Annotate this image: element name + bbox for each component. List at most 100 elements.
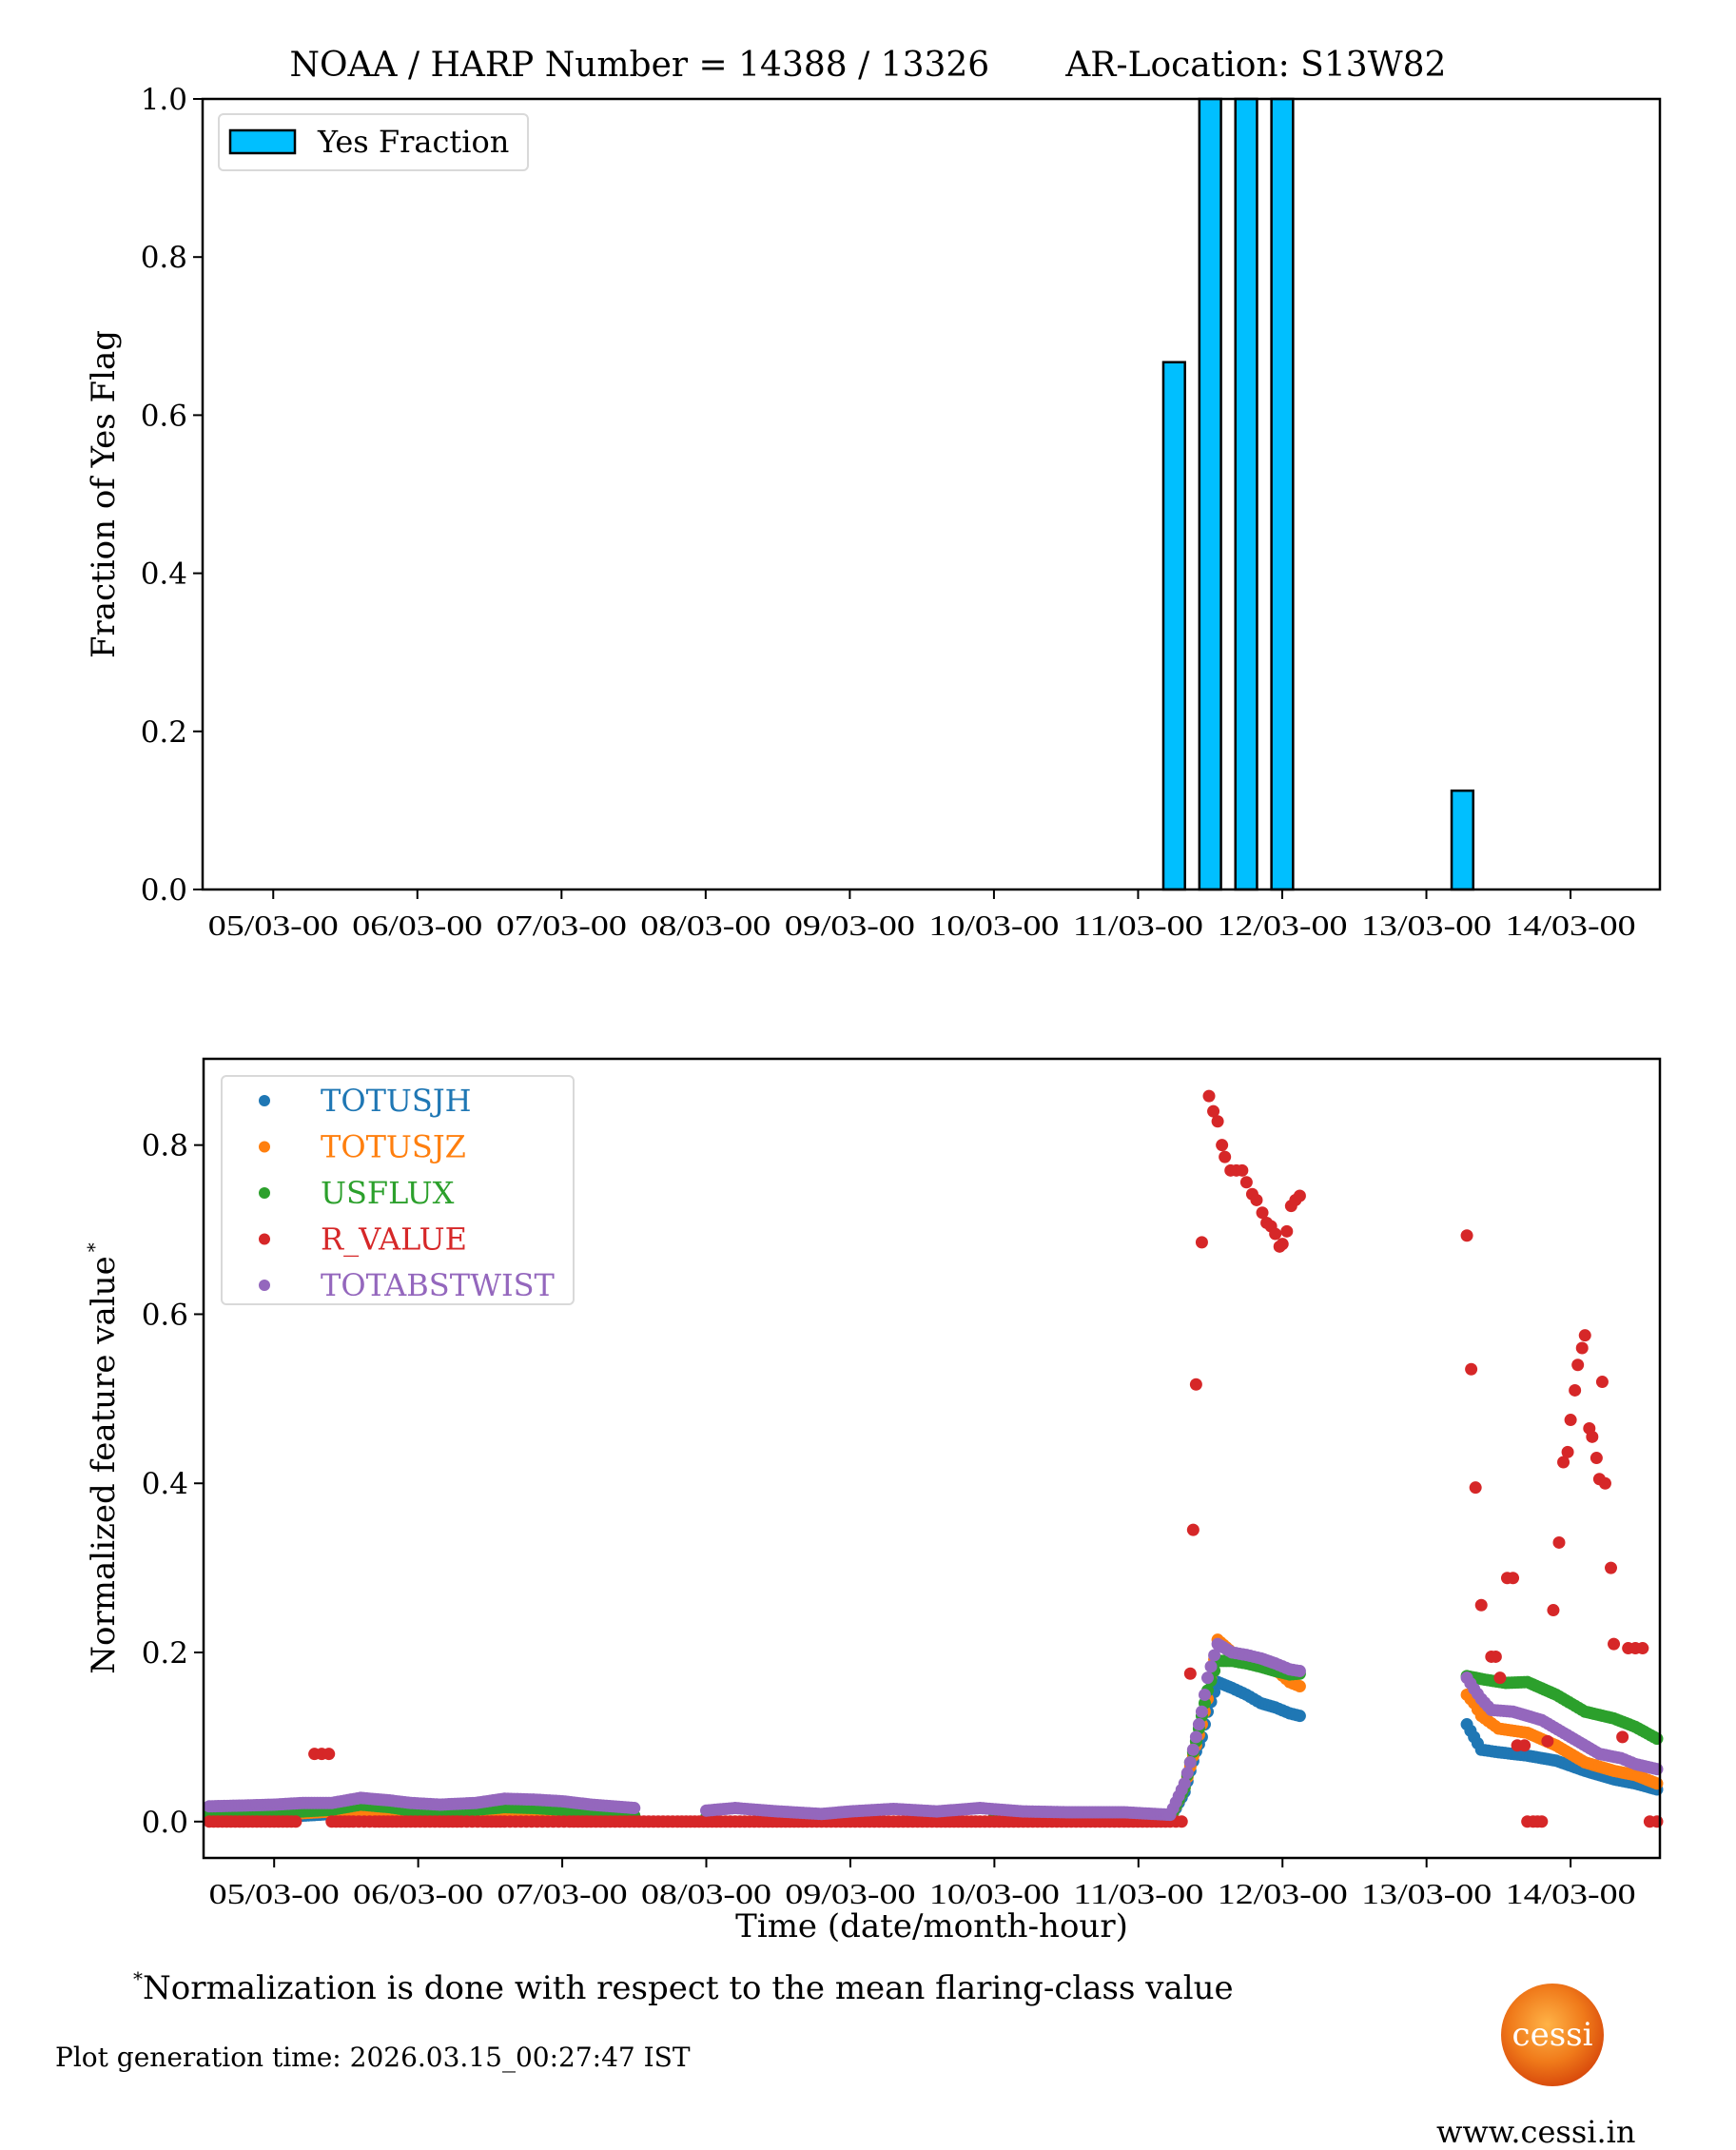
point-totabstwist bbox=[1189, 1730, 1202, 1744]
y-tick-label: 0.8 bbox=[142, 1129, 188, 1163]
point-r_value bbox=[1547, 1604, 1560, 1617]
point-r_value bbox=[1239, 1176, 1253, 1189]
x-tick-label: 14/03-00 bbox=[1506, 909, 1636, 942]
point-r_value bbox=[1280, 1224, 1294, 1238]
series-r_value bbox=[203, 1089, 1664, 1828]
point-totabstwist bbox=[1195, 1705, 1208, 1718]
point-r_value bbox=[1195, 1236, 1208, 1249]
bar-12/03-00 bbox=[1270, 97, 1295, 891]
legend-label-totusjh: TOTUSJH bbox=[321, 1083, 472, 1119]
point-totabstwist bbox=[628, 1802, 641, 1815]
top-x-ticks: 05/03-00 06/03-00 07/03-00 08/03-00 09/03-00… bbox=[208, 889, 1636, 942]
x-tick-label: 05/03-00 bbox=[209, 1877, 340, 1910]
point-totusjz bbox=[1293, 1680, 1306, 1693]
bottom-legend: TOTUSJH TOTUSJZ USFLUX R_VALUE TOTABSTWIST bbox=[221, 1075, 575, 1305]
footnote-text: Normalization is done with respect to th… bbox=[143, 1969, 1234, 2007]
legend-label-usflux: USFLUX bbox=[321, 1175, 455, 1211]
y-tick-label: 1.0 bbox=[141, 83, 187, 117]
y-tick-label: 0.8 bbox=[141, 241, 187, 275]
legend-marker-r_value bbox=[259, 1233, 270, 1245]
point-r_value bbox=[1535, 1815, 1549, 1828]
point-r_value bbox=[1183, 1667, 1197, 1680]
point-r_value bbox=[1507, 1572, 1520, 1585]
cessi-url: www.cessi.in bbox=[1436, 2114, 1636, 2150]
point-totabstwist bbox=[1180, 1767, 1194, 1780]
point-r_value bbox=[1586, 1430, 1599, 1443]
point-r_value bbox=[1207, 1104, 1220, 1118]
point-totabstwist bbox=[1204, 1660, 1218, 1673]
point-totabstwist bbox=[1183, 1756, 1197, 1769]
series-totabstwist bbox=[203, 1637, 1664, 1822]
point-r_value bbox=[1293, 1189, 1306, 1202]
bottom-y-axis-label: Normalized feature value * bbox=[83, 1242, 123, 1673]
generation-time: Plot generation time: 2026.03.15_00:27:4… bbox=[55, 2042, 691, 2073]
point-r_value bbox=[1541, 1734, 1554, 1748]
point-totabstwist bbox=[1650, 1763, 1664, 1776]
point-r_value bbox=[1616, 1730, 1629, 1744]
point-usflux bbox=[1650, 1732, 1664, 1746]
bottom-x-ticks: 05/03-00 06/03-00 07/03-00 08/03-00 09/03-00… bbox=[209, 1858, 1636, 1910]
point-r_value bbox=[1469, 1481, 1482, 1495]
point-r_value bbox=[1575, 1341, 1589, 1355]
top-axes-frame bbox=[201, 97, 1662, 891]
figure-title: NOAA / HARP Number = 14388 / 13326 AR-Lo… bbox=[289, 46, 1447, 85]
legend-marker-usflux bbox=[259, 1187, 270, 1199]
top-y-axis-label: Fraction of Yes Flag bbox=[85, 330, 123, 658]
point-totabstwist bbox=[1293, 1665, 1306, 1678]
point-r_value bbox=[1216, 1139, 1229, 1152]
point-r_value bbox=[1578, 1329, 1591, 1342]
x-tick-label: 10/03-00 bbox=[929, 1877, 1060, 1910]
point-r_value bbox=[1552, 1535, 1566, 1549]
bottom-y-ticks: 0.0 0.2 0.4 0.6 0.8 bbox=[142, 1129, 204, 1840]
scatter-points bbox=[203, 1089, 1664, 1828]
point-r_value bbox=[1571, 1358, 1585, 1372]
yes-fraction-chart: 0.0 0.2 0.4 0.6 0.8 1.0 05/03-00 06/03-00 07/03… bbox=[85, 83, 1662, 942]
point-r_value bbox=[1598, 1476, 1611, 1490]
point-totabstwist bbox=[1208, 1649, 1221, 1662]
x-tick-label: 07/03-00 bbox=[497, 909, 627, 942]
legend-label-totusjz: TOTUSJZ bbox=[321, 1129, 466, 1165]
x-tick-label: 06/03-00 bbox=[352, 909, 482, 942]
point-r_value bbox=[1636, 1642, 1649, 1655]
bottom-axes-frame bbox=[202, 1057, 1662, 1860]
point-r_value bbox=[1202, 1089, 1216, 1103]
x-tick-label: 12/03-00 bbox=[1217, 909, 1347, 942]
point-r_value bbox=[1590, 1452, 1603, 1465]
point-r_value bbox=[1269, 1227, 1282, 1241]
point-r_value bbox=[1186, 1523, 1200, 1536]
x-tick-label: 11/03-00 bbox=[1073, 909, 1203, 942]
point-r_value bbox=[1595, 1376, 1609, 1389]
y-tick-label: 0.6 bbox=[142, 1298, 188, 1332]
point-r_value bbox=[1557, 1456, 1570, 1469]
x-tick-label: 13/03-00 bbox=[1361, 1877, 1492, 1910]
cessi-logo: cessi bbox=[1501, 1984, 1604, 2086]
point-r_value bbox=[1189, 1378, 1202, 1391]
bar-11/03-06 bbox=[1161, 361, 1186, 891]
point-r_value bbox=[1211, 1115, 1224, 1128]
point-totusjh bbox=[1293, 1710, 1306, 1723]
point-r_value bbox=[1460, 1229, 1473, 1242]
x-tick-label: 07/03-00 bbox=[497, 1877, 628, 1910]
point-r_value bbox=[1493, 1671, 1507, 1685]
y-label-mark: * bbox=[83, 1242, 106, 1252]
point-r_value bbox=[1236, 1163, 1249, 1177]
bar-11/03-18 bbox=[1234, 97, 1258, 891]
x-tick-label: 11/03-00 bbox=[1073, 1877, 1203, 1910]
y-tick-label: 0.4 bbox=[141, 557, 187, 592]
point-r_value bbox=[1465, 1362, 1478, 1376]
normalization-footnote: *Normalization is done with respect to t… bbox=[133, 1967, 1234, 2007]
point-r_value bbox=[1518, 1739, 1531, 1752]
x-tick-label: 12/03-00 bbox=[1218, 1877, 1348, 1910]
top-y-ticks: 0.0 0.2 0.4 0.6 0.8 1.0 bbox=[141, 83, 203, 908]
legend-box bbox=[218, 113, 529, 171]
legend-marker-totusjz bbox=[259, 1141, 270, 1153]
point-r_value bbox=[1276, 1238, 1289, 1251]
point-r_value bbox=[1561, 1445, 1574, 1458]
legend-label-r_value: R_VALUE bbox=[321, 1222, 467, 1258]
legend-marker-totusjh bbox=[259, 1095, 270, 1106]
y-tick-label: 0.0 bbox=[141, 873, 187, 908]
point-r_value bbox=[289, 1815, 302, 1828]
x-tick-label: 09/03-00 bbox=[785, 909, 915, 942]
legend-label-totabstwist: TOTABSTWIST bbox=[321, 1267, 556, 1303]
point-r_value bbox=[322, 1748, 336, 1761]
